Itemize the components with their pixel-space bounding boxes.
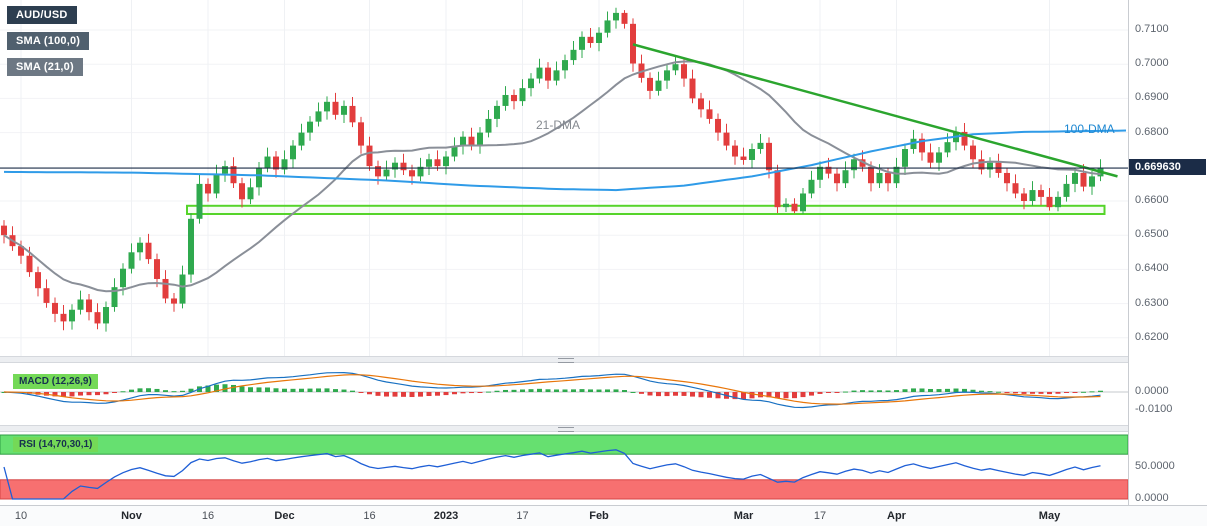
x-axis-label: 2023 (433, 510, 459, 522)
main-price-chart-canvas[interactable] (0, 0, 1128, 356)
panel-separator (0, 425, 1207, 432)
y-axis-label: 0.6800 (1135, 125, 1169, 138)
x-axis-label: 16 (363, 510, 376, 522)
y-axis-label: 0.0000 (1135, 385, 1169, 397)
x-axis-label: 17 (813, 510, 827, 522)
y-axis-label: -0.0100 (1135, 403, 1173, 415)
rsi-indicator-badge[interactable]: RSI (14,70,30,1) (13, 437, 99, 452)
price-axis[interactable]: 0.7100 0.7000 0.6900 0.6800 0.6600 0.6500 0.64… (1128, 0, 1207, 526)
sma100-indicator-badge[interactable]: SMA (100,0) (7, 32, 90, 50)
y-axis-label: 0.6200 (1135, 330, 1169, 343)
current-price-badge: 0.669630 (1129, 159, 1206, 176)
y-axis-label: 0.6900 (1135, 91, 1169, 104)
panel-separator (0, 356, 1207, 363)
x-axis-label: Apr (887, 510, 906, 522)
x-axis-label: 16 (201, 510, 215, 522)
x-axis-label: May (1038, 510, 1061, 522)
y-axis-label: 0.6300 (1135, 296, 1169, 309)
y-axis-label: 0.6600 (1135, 194, 1169, 206)
x-axis-label: Mar (733, 510, 754, 522)
dma100-annotation: 100-DMA (1064, 122, 1115, 136)
macd-panel-canvas[interactable] (0, 363, 1128, 425)
y-axis-label: 0.6400 (1135, 262, 1169, 275)
y-axis-label: 0.6500 (1135, 228, 1169, 241)
y-axis-label: 0.7000 (1135, 57, 1169, 70)
time-axis[interactable]: 10 Nov 16 Dec 16 2023 17 Feb Mar 17 Apr May (0, 505, 1207, 526)
y-axis-label: 0.7100 (1135, 23, 1169, 35)
x-axis-label: Dec (274, 510, 295, 522)
panel-resize-handle[interactable] (558, 358, 574, 363)
symbol-badge[interactable]: AUD/USD (7, 6, 77, 24)
x-axis-label: Feb (589, 510, 609, 522)
sma21-indicator-badge[interactable]: SMA (21,0) (7, 58, 83, 76)
y-axis-label: 50.0000 (1135, 460, 1175, 472)
x-axis-label: 10 (14, 510, 28, 522)
y-axis-label: 0.0000 (1135, 492, 1169, 504)
x-axis-label: Nov (121, 510, 142, 522)
macd-indicator-badge[interactable]: MACD (12,26,9) (13, 374, 98, 389)
x-axis-label: 17 (516, 510, 529, 522)
rsi-panel-canvas[interactable] (0, 432, 1128, 505)
dma21-annotation: 21-DMA (536, 118, 581, 132)
panel-resize-handle[interactable] (558, 427, 574, 432)
